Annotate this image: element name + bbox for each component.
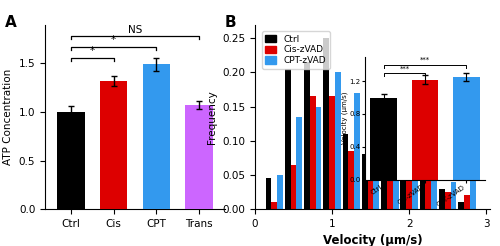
Bar <box>370 98 397 180</box>
Text: A: A <box>6 15 17 30</box>
Bar <box>266 178 272 209</box>
Bar <box>420 178 426 209</box>
Bar <box>392 131 398 209</box>
Bar <box>304 62 310 209</box>
Bar <box>335 72 340 209</box>
Bar <box>374 113 379 209</box>
Bar <box>439 189 444 209</box>
Bar <box>348 151 354 209</box>
X-axis label: Velocity (μm/s): Velocity (μm/s) <box>322 234 422 246</box>
Bar <box>368 127 374 209</box>
Bar <box>400 168 406 209</box>
Bar <box>310 96 316 209</box>
Bar <box>186 105 213 209</box>
Bar <box>290 165 296 209</box>
Bar <box>329 96 335 209</box>
Bar <box>354 93 360 209</box>
Text: NS: NS <box>128 25 142 35</box>
Bar <box>406 165 412 209</box>
Bar <box>277 175 283 209</box>
Bar <box>362 154 368 209</box>
Bar <box>100 81 128 209</box>
Text: *: * <box>111 35 116 46</box>
Bar <box>296 117 302 209</box>
Y-axis label: Frequency: Frequency <box>206 90 216 144</box>
Bar <box>464 195 470 209</box>
Bar <box>387 144 392 209</box>
Bar <box>381 165 387 209</box>
Bar <box>458 202 464 209</box>
Bar <box>412 151 418 209</box>
Text: ***: *** <box>400 65 409 71</box>
Bar <box>316 107 322 209</box>
Bar <box>431 165 437 209</box>
Bar <box>285 69 290 209</box>
Bar <box>57 112 84 209</box>
Bar <box>470 171 476 209</box>
Y-axis label: Velocity (μm/s): Velocity (μm/s) <box>342 92 348 144</box>
Bar <box>412 79 438 180</box>
Y-axis label: ATP Concentration: ATP Concentration <box>3 69 13 165</box>
Bar <box>450 182 456 209</box>
Bar <box>272 202 277 209</box>
Bar <box>444 192 450 209</box>
Text: ***: *** <box>420 57 430 63</box>
Text: B: B <box>224 15 236 30</box>
Bar <box>453 77 479 180</box>
Text: *: * <box>90 46 94 56</box>
Bar <box>142 64 171 209</box>
Bar <box>426 178 431 209</box>
Legend: Ctrl, Cis-zVAD, CPT-zVAD: Ctrl, Cis-zVAD, CPT-zVAD <box>262 31 330 69</box>
Bar <box>342 134 348 209</box>
Bar <box>324 38 329 209</box>
